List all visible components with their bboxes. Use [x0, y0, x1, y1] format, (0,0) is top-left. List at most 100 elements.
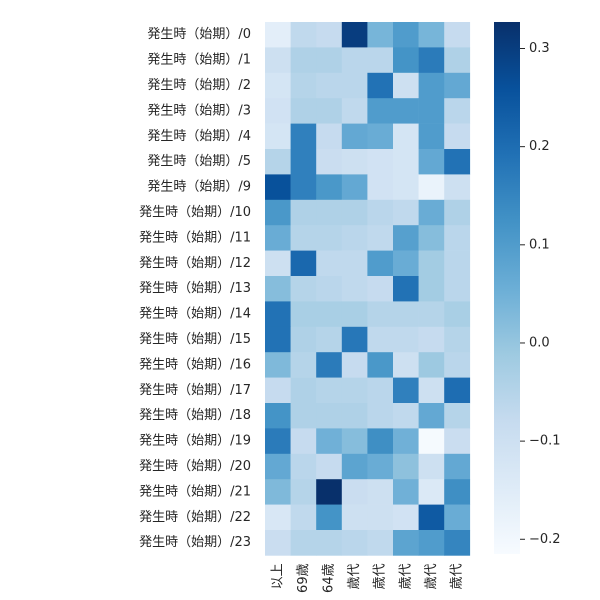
heatmap-cell-r10-c0 — [265, 276, 291, 302]
heatmap-cell-r7-c5 — [393, 199, 419, 226]
colorbar-tick-label-4: −0.1 — [529, 434, 561, 449]
heatmap-cell-r6-c0 — [265, 174, 291, 201]
heatmap-cell-r15-c3 — [341, 403, 368, 429]
heatmap-cell-r8-c5 — [393, 225, 419, 251]
row-label-11: 発生時（始期）/14 — [139, 307, 251, 322]
heatmap-cell-r18-c1 — [290, 479, 317, 505]
heatmap-cell-r6-c4 — [367, 174, 394, 201]
row-labels: 発生時（始期）/0 発生時（始期）/1 発生時（始期）/2 発生時（始期）/3 発生時（… — [139, 27, 251, 550]
heatmap-cell-r14-c0 — [265, 377, 291, 404]
heatmap-cell-r14-c1 — [290, 377, 317, 404]
heatmap-cell-r13-c2 — [316, 352, 343, 378]
heatmap-cell-r13-c4 — [367, 352, 394, 378]
heatmap-cell-r18-c5 — [393, 479, 419, 505]
heatmap-cell-r0-c6 — [418, 22, 445, 48]
heatmap-cell-r1-c5 — [393, 47, 419, 74]
heatmap-cell-r4-c6 — [418, 123, 445, 150]
heatmap-cell-r6-c2 — [316, 174, 343, 201]
heatmap-cell-r8-c3 — [341, 225, 368, 251]
heatmap-cell-r16-c5 — [393, 428, 419, 455]
heatmap-cell-r4-c1 — [290, 123, 317, 150]
heatmap-cell-r1-c2 — [316, 47, 343, 74]
heatmap-cell-r19-c1 — [290, 504, 317, 531]
heatmap-cell-r7-c6 — [418, 199, 445, 226]
row-label-2: 発生時（始期）/2 — [147, 78, 251, 93]
heatmap-cell-r0-c4 — [367, 22, 394, 48]
heatmap-cell-r15-c1 — [290, 403, 317, 429]
heatmap-cell-r20-c6 — [418, 530, 445, 556]
heatmap-cell-r2-c2 — [316, 72, 343, 99]
colorbar-tick-label-1: 0.2 — [529, 139, 550, 154]
heatmap-cell-r0-c1 — [290, 22, 317, 48]
heatmap-cell-r4-c4 — [367, 123, 394, 150]
heatmap-cell-r17-c7 — [444, 453, 471, 480]
heatmap-cell-r15-c7 — [444, 403, 471, 429]
heatmap-cell-r3-c0 — [265, 98, 291, 124]
heatmap-cell-r19-c5 — [393, 504, 419, 531]
heatmap-cell-r12-c2 — [316, 326, 343, 353]
heatmap-cell-r2-c0 — [265, 72, 291, 99]
heatmap-cell-r3-c4 — [367, 98, 394, 124]
heatmap-cell-r9-c2 — [316, 250, 343, 277]
row-label-20: 発生時（始期）/23 — [139, 535, 251, 550]
heatmap-cell-r3-c6 — [418, 98, 445, 124]
row-label-5: 発生時（始期）/5 — [147, 154, 251, 169]
column-label-6: 歳代 — [424, 563, 439, 589]
heatmap-cell-r3-c2 — [316, 98, 343, 124]
heatmap-cell-r16-c3 — [341, 428, 368, 455]
heatmap-cell-r7-c2 — [316, 199, 343, 226]
heatmap-cell-r5-c3 — [341, 149, 368, 175]
heatmap-cell-r4-c5 — [393, 123, 419, 150]
heatmap-cell-r18-c6 — [418, 479, 445, 505]
heatmap-cell-r10-c2 — [316, 276, 343, 302]
heatmap-cell-r8-c6 — [418, 225, 445, 251]
heatmap-cell-r6-c1 — [290, 174, 317, 201]
heatmap-cell-r9-c3 — [341, 250, 368, 277]
heatmap-cell-r4-c2 — [316, 123, 343, 150]
column-label-3: 歳代 — [347, 563, 362, 589]
heatmap-cell-r0-c2 — [316, 22, 343, 48]
heatmap-cell-r13-c6 — [418, 352, 445, 378]
row-label-9: 発生時（始期）/12 — [139, 256, 251, 271]
heatmap-cell-r5-c0 — [265, 149, 291, 175]
heatmap-cell-r16-c4 — [367, 428, 394, 455]
heatmap-cell-r7-c1 — [290, 199, 317, 226]
heatmap-cell-r9-c0 — [265, 250, 291, 277]
column-label-5: 歳代 — [398, 563, 413, 589]
heatmap-cell-r19-c3 — [341, 504, 368, 531]
heatmap-cell-r10-c5 — [393, 276, 419, 302]
heatmap-cell-r8-c4 — [367, 225, 394, 251]
heatmap-cell-r12-c3 — [341, 326, 368, 353]
row-label-7: 発生時（始期）/10 — [139, 205, 251, 220]
heatmap-cell-r7-c4 — [367, 199, 394, 226]
heatmap-cells — [265, 22, 471, 556]
heatmap-cell-r0-c0 — [265, 22, 291, 48]
heatmap-cell-r12-c7 — [444, 326, 471, 353]
heatmap-cell-r9-c4 — [367, 250, 394, 277]
heatmap-cell-r17-c4 — [367, 453, 394, 480]
row-label-4: 発生時（始期）/4 — [147, 129, 251, 144]
heatmap-cell-r18-c3 — [341, 479, 368, 505]
heatmap-cell-r18-c0 — [265, 479, 291, 505]
heatmap-cell-r1-c1 — [290, 47, 317, 74]
heatmap-cell-r2-c3 — [341, 72, 368, 99]
heatmap-cell-r0-c5 — [393, 22, 419, 48]
row-label-0: 発生時（始期）/0 — [147, 27, 251, 42]
heatmap-cell-r9-c7 — [444, 250, 471, 277]
heatmap-cell-r14-c4 — [367, 377, 394, 404]
heatmap-cell-r14-c2 — [316, 377, 343, 404]
heatmap-cell-r19-c2 — [316, 504, 343, 531]
column-label-7: 歳代 — [450, 563, 465, 589]
heatmap-cell-r19-c4 — [367, 504, 394, 531]
heatmap-cell-r20-c1 — [290, 530, 317, 556]
heatmap-cell-r20-c7 — [444, 530, 471, 556]
heatmap-cell-r16-c0 — [265, 428, 291, 455]
heatmap-cell-r1-c7 — [444, 47, 471, 74]
heatmap-cell-r6-c3 — [341, 174, 368, 201]
heatmap-cell-r2-c6 — [418, 72, 445, 99]
heatmap-cell-r20-c0 — [265, 530, 291, 556]
heatmap-cell-r16-c1 — [290, 428, 317, 455]
heatmap-cell-r8-c1 — [290, 225, 317, 251]
heatmap-cell-r16-c2 — [316, 428, 343, 455]
heatmap-cell-r10-c4 — [367, 276, 394, 302]
